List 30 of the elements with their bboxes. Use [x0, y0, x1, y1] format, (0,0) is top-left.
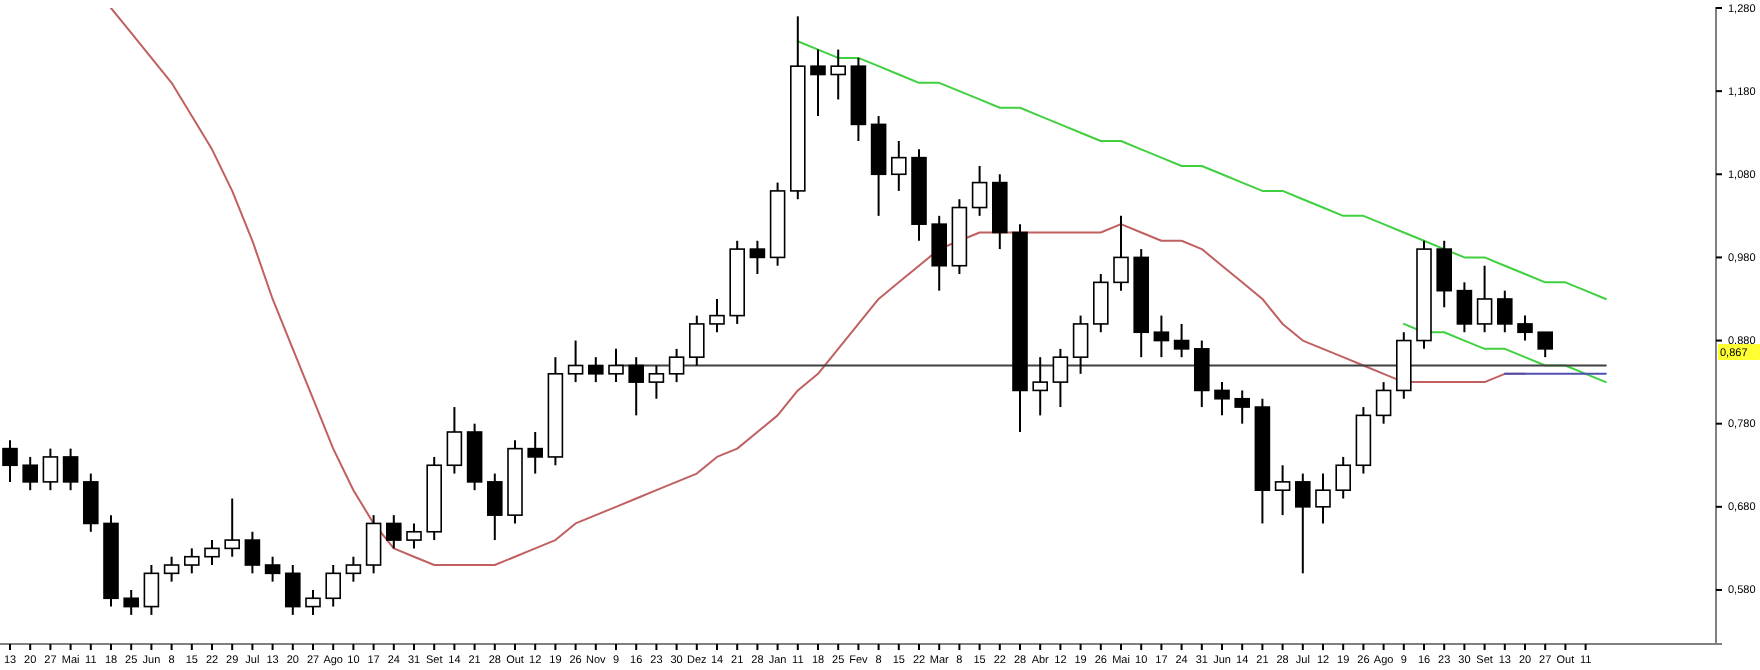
candlestick	[1012, 223, 1028, 433]
candlestick	[1153, 314, 1170, 359]
candlestick	[224, 497, 240, 558]
candlestick	[527, 431, 543, 475]
candlestick	[628, 356, 644, 417]
candlestick	[830, 48, 846, 101]
candlestick	[1113, 214, 1129, 292]
candlestick	[1375, 381, 1392, 425]
candlestick	[810, 48, 826, 118]
candlestick	[971, 164, 988, 217]
line-series	[796, 40, 1607, 300]
candlestick	[648, 364, 665, 400]
candlestick	[325, 564, 341, 608]
candlestick	[891, 140, 907, 192]
candlestick	[992, 173, 1008, 251]
candlestick	[911, 148, 927, 242]
candlestick	[1396, 331, 1412, 400]
candlestick	[1355, 406, 1372, 475]
candlestick	[2, 439, 18, 483]
candlestick	[143, 564, 160, 616]
candlestick	[1032, 356, 1048, 417]
candlestick	[1214, 381, 1230, 417]
candlestick	[446, 406, 463, 475]
candlestick	[1274, 464, 1291, 517]
candlestick	[1234, 389, 1250, 425]
candlestick	[1133, 248, 1149, 359]
candlestick	[870, 115, 887, 217]
candlestick	[103, 514, 119, 608]
candlestick	[285, 564, 301, 616]
candlestick	[1315, 472, 1331, 525]
